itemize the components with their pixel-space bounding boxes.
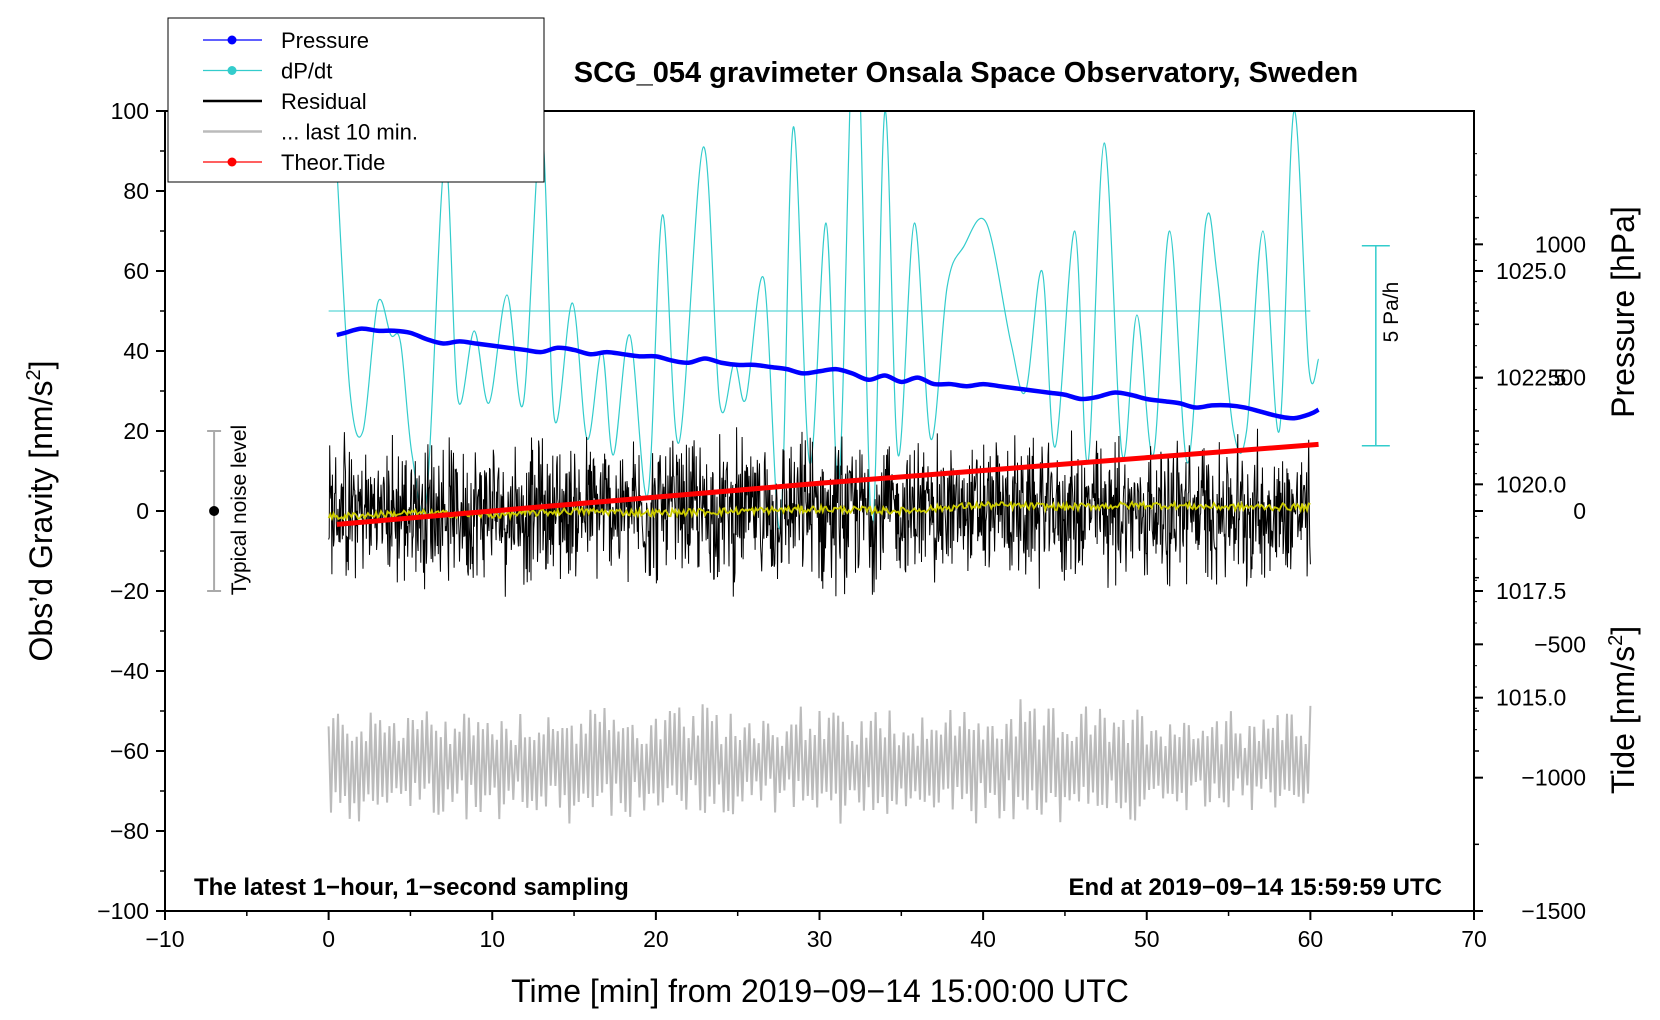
noise-level-bar	[207, 430, 222, 592]
tide-tick-label: −1000	[1521, 765, 1586, 791]
x-tick-label: −10	[145, 926, 184, 952]
y-axis-label-pressure: Pressure [hPa]	[1605, 206, 1641, 418]
annotation-sampling: The latest 1−hour, 1−second sampling	[194, 874, 629, 901]
x-tick-label: 20	[643, 926, 669, 952]
tide-tick-label: −1500	[1521, 898, 1586, 924]
noise-bar-dot	[209, 506, 220, 516]
y-tick-label: −80	[110, 818, 149, 844]
y-tick-label: 20	[123, 418, 149, 444]
legend-marker	[227, 157, 237, 167]
y-tick-label: −40	[110, 658, 149, 684]
y-axis-label-tide: Tide [nm/s2]	[1605, 626, 1641, 794]
legend-label: Residual	[281, 89, 367, 114]
tide-tick-label: 1000	[1535, 231, 1586, 257]
pressure-tick-label: 1015.0	[1496, 685, 1566, 711]
pressure-tick-label: 1017.5	[1496, 578, 1566, 604]
y-tick-label: −100	[97, 898, 149, 924]
series-layer	[327, 111, 1320, 824]
x-tick-label: 10	[479, 926, 505, 952]
pressure-tick-label: 1022.5	[1496, 365, 1566, 391]
residual-smoothed-line	[327, 499, 1311, 522]
y-tick-label: −20	[110, 578, 149, 604]
x-tick-label: 60	[1298, 926, 1324, 952]
legend-label: Theor.Tide	[281, 150, 385, 175]
y-tick-label: 100	[111, 98, 149, 124]
legend-label: ... last 10 min.	[281, 120, 418, 145]
axis-layer: −10 0 10 20 30 40 50 60 70−100−80−60−40−20020406…	[97, 98, 1586, 952]
pressure-series-line	[336, 326, 1320, 421]
x-tick-label: 70	[1461, 926, 1487, 952]
tide-tick-label: 0	[1573, 498, 1586, 524]
legend-label: dP/dt	[281, 59, 332, 84]
legend-label: Pressure	[281, 28, 369, 53]
chart-title: SCG_054 gravimeter Onsala Space Observat…	[574, 57, 1358, 89]
y-tick-label: 0	[136, 498, 149, 524]
x-tick-label: 0	[322, 926, 335, 952]
tide-series-line	[336, 441, 1319, 527]
x-tick-label: 30	[807, 926, 833, 952]
tide-tick-label: 500	[1548, 365, 1586, 391]
x-tick-label: 50	[1134, 926, 1160, 952]
legend: Pressure dP/dt Residual ... last 10 min. The…	[167, 17, 545, 183]
dpdt-series-line	[336, 111, 1320, 530]
pressure-tick-label: 1020.0	[1496, 471, 1566, 497]
legend-marker	[227, 66, 237, 75]
y-axis-label-gravity: Obs’d Gravity [nm/s2]	[23, 361, 59, 662]
y-tick-label: 80	[123, 178, 149, 204]
legend-marker	[227, 35, 237, 45]
dpdt-scale-label: 5 Pa/h	[1380, 282, 1403, 343]
pressure-tick-label: 1025.0	[1496, 258, 1566, 284]
x-tick-label: 40	[970, 926, 996, 952]
x-axis-label: Time [min] from 2019−09−14 15:00:00 UTC	[511, 973, 1129, 1009]
tide-tick-label: −500	[1534, 631, 1586, 657]
last-10-min-series-line	[327, 699, 1312, 824]
noise-level-label: Typical noise level	[228, 425, 251, 595]
dpdt-scale-bar	[1361, 245, 1390, 447]
residual-series-line	[328, 427, 1311, 597]
y-tick-label: −60	[110, 738, 149, 764]
y-tick-label: 60	[123, 258, 149, 284]
y-tick-label: 40	[123, 338, 149, 364]
annotation-end-time: End at 2019−09−14 15:59:59 UTC	[1068, 874, 1442, 901]
